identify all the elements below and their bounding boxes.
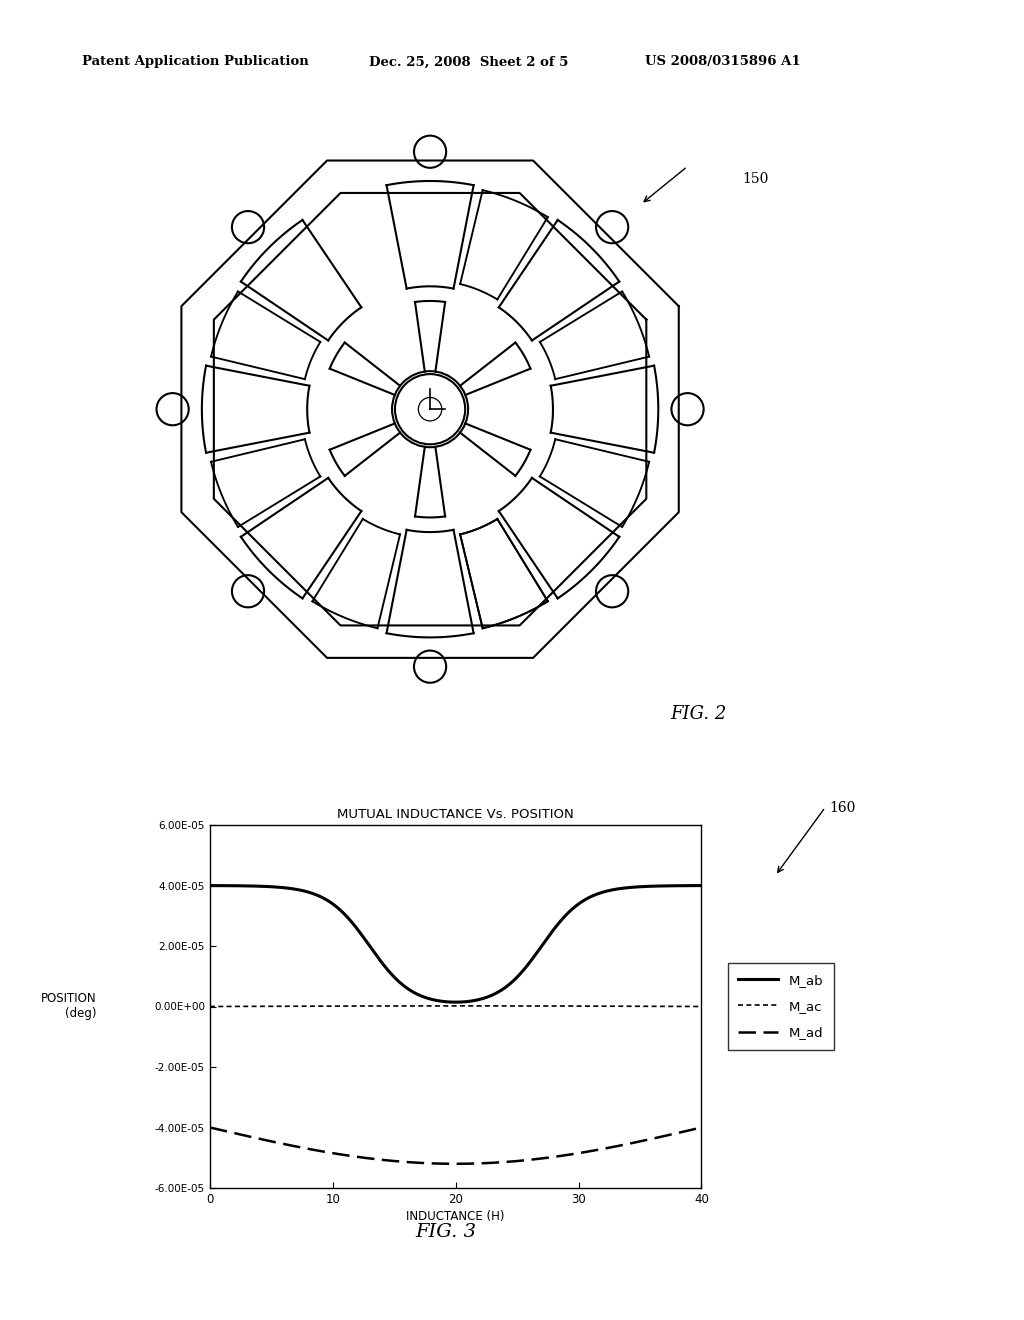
Text: Dec. 25, 2008  Sheet 2 of 5: Dec. 25, 2008 Sheet 2 of 5	[369, 55, 568, 69]
Line: M_ad: M_ad	[210, 1127, 701, 1164]
Text: Patent Application Publication: Patent Application Publication	[82, 55, 308, 69]
Text: FIG. 2: FIG. 2	[671, 705, 727, 723]
Text: 150: 150	[742, 172, 769, 186]
M_ab	[254, 878, 266, 894]
M_ad	[402, 1154, 415, 1170]
M_ad	[254, 1131, 266, 1147]
M_ad	[588, 1143, 600, 1159]
M_ac	[596, 998, 608, 1014]
Title: MUTUAL INDUCTANCE Vs. POSITION: MUTUAL INDUCTANCE Vs. POSITION	[337, 808, 574, 821]
M_ab	[204, 878, 216, 894]
M_ad	[542, 1150, 554, 1166]
M_ad	[596, 1140, 608, 1156]
Legend: M_ab, M_ac, M_ad: M_ab, M_ac, M_ad	[728, 964, 834, 1049]
Text: 160: 160	[829, 801, 856, 816]
Text: US 2008/0315896 A1: US 2008/0315896 A1	[645, 55, 801, 69]
M_ab	[402, 981, 415, 997]
M_ad	[420, 1155, 432, 1171]
M_ac	[254, 998, 266, 1014]
X-axis label: INDUCTANCE (H): INDUCTANCE (H)	[407, 1210, 505, 1224]
M_ab	[542, 929, 554, 945]
M_ab	[450, 994, 462, 1010]
Line: M_ab: M_ab	[210, 886, 701, 1002]
M_ac	[588, 998, 600, 1014]
M_ad	[204, 1119, 216, 1135]
M_ac	[542, 998, 554, 1014]
M_ad	[695, 1119, 708, 1135]
M_ac	[204, 998, 216, 1014]
Y-axis label: POSITION
(deg): POSITION (deg)	[41, 993, 97, 1020]
M_ab	[695, 878, 708, 894]
M_ad	[450, 1156, 462, 1172]
M_ac	[402, 998, 415, 1014]
M_ab	[596, 884, 608, 900]
M_ac	[695, 998, 708, 1014]
M_ac	[420, 998, 432, 1014]
M_ab	[588, 887, 600, 903]
M_ac	[450, 998, 462, 1014]
Text: FIG. 3: FIG. 3	[415, 1222, 476, 1241]
M_ab	[420, 990, 432, 1006]
